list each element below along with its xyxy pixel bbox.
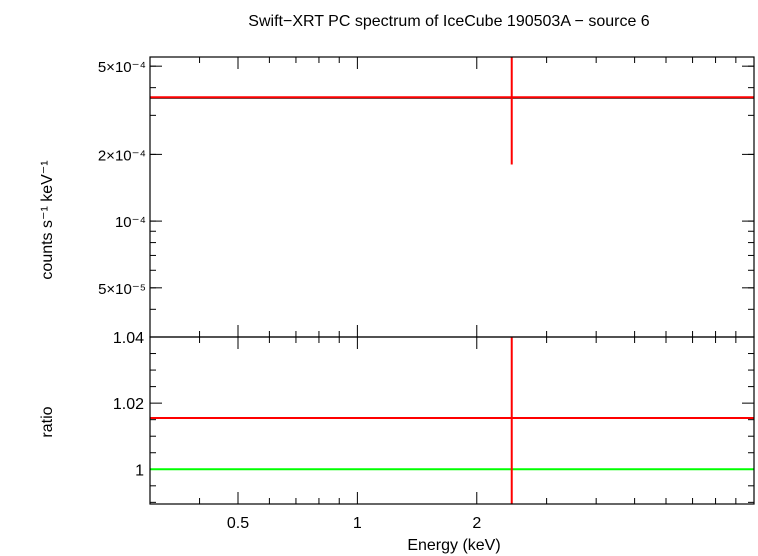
y-tick-label: 10⁻⁴ xyxy=(115,214,146,231)
y-tick-label: 5×10⁻⁴ xyxy=(98,59,146,76)
bottom-y-axis-label: ratio xyxy=(39,406,56,437)
y-tick-label: 1.02 xyxy=(113,396,144,413)
ratio-plot-frame xyxy=(149,336,755,505)
y-tick-label: 1.04 xyxy=(113,330,144,347)
y-tick-label: 1 xyxy=(135,462,144,479)
y-tick-label: 5×10⁻⁵ xyxy=(98,281,146,298)
top-y-axis-label: counts s⁻¹ keV⁻¹ xyxy=(39,160,56,279)
spectrum-plot-frame xyxy=(149,56,755,338)
ratio-panel: 1.04 1.02 1 0.5 1 2 xyxy=(113,330,755,532)
y-tick-label: 2×10⁻⁴ xyxy=(98,147,146,164)
chart-title: Swift−XRT PC spectrum of IceCube 190503A… xyxy=(248,13,650,30)
spectrum-panel: 5×10⁻⁴ 2×10⁻⁴ 10⁻⁴ 5×10⁻⁵ xyxy=(98,56,755,338)
x-tick-label: 2 xyxy=(472,515,481,532)
x-tick-label: 1 xyxy=(353,515,362,532)
x-tick-label: 0.5 xyxy=(227,515,249,532)
x-axis-label: Energy (keV) xyxy=(407,537,500,554)
